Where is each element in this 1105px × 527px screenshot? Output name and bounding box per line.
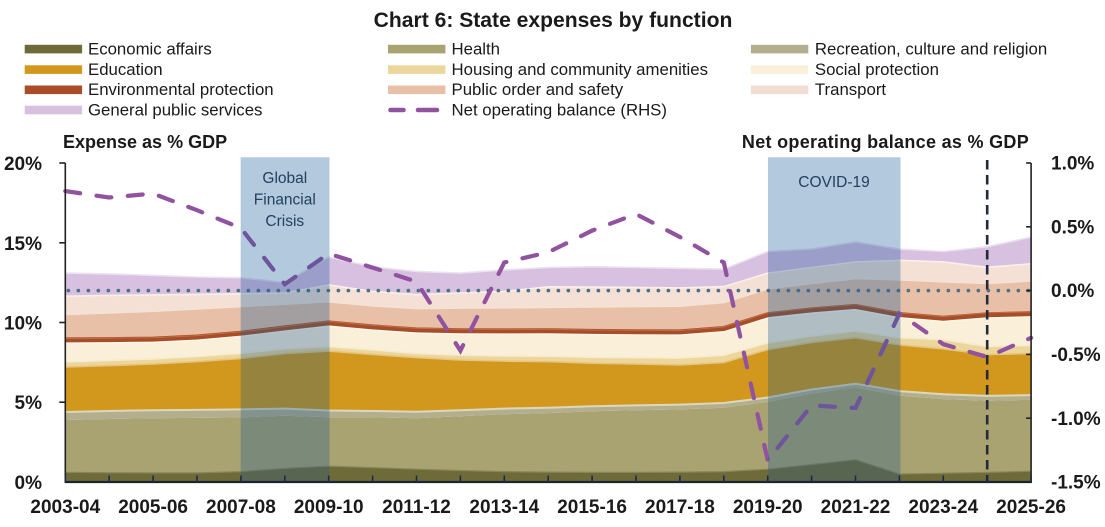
svg-text:2019-20: 2019-20 bbox=[733, 497, 803, 518]
svg-text:-1.5%: -1.5% bbox=[1051, 473, 1101, 494]
svg-text:Net operating balance as % GDP: Net operating balance as % GDP bbox=[742, 132, 1029, 152]
svg-text:Public order and safety: Public order and safety bbox=[452, 80, 624, 99]
svg-text:Financial: Financial bbox=[254, 192, 316, 209]
svg-text:Net operating balance (RHS): Net operating balance (RHS) bbox=[452, 100, 667, 119]
svg-text:0%: 0% bbox=[15, 473, 43, 494]
svg-text:5%: 5% bbox=[15, 393, 43, 414]
svg-text:Expense as % GDP: Expense as % GDP bbox=[63, 132, 227, 152]
svg-text:2005-06: 2005-06 bbox=[118, 497, 188, 518]
svg-text:Housing and community amenitie: Housing and community amenities bbox=[452, 60, 709, 79]
svg-text:10%: 10% bbox=[4, 314, 42, 335]
svg-text:2011-12: 2011-12 bbox=[382, 497, 451, 518]
svg-text:2021-22: 2021-22 bbox=[821, 497, 891, 518]
svg-text:2017-18: 2017-18 bbox=[645, 497, 715, 518]
svg-text:0.0%: 0.0% bbox=[1051, 281, 1094, 302]
svg-text:-0.5%: -0.5% bbox=[1051, 345, 1101, 366]
svg-text:2003-04: 2003-04 bbox=[30, 497, 100, 518]
svg-text:COVID-19: COVID-19 bbox=[798, 174, 870, 191]
svg-text:Environmental protection: Environmental protection bbox=[88, 80, 274, 99]
svg-text:Education: Education bbox=[88, 60, 163, 79]
svg-text:1.0%: 1.0% bbox=[1051, 154, 1094, 175]
svg-text:Social protection: Social protection bbox=[815, 60, 939, 79]
svg-text:Recreation, culture and religi: Recreation, culture and religion bbox=[815, 40, 1047, 59]
svg-text:Global: Global bbox=[262, 170, 307, 187]
svg-text:20%: 20% bbox=[4, 154, 42, 175]
svg-text:2013-14: 2013-14 bbox=[469, 497, 539, 518]
svg-text:15%: 15% bbox=[4, 234, 42, 255]
svg-text:2015-16: 2015-16 bbox=[557, 497, 627, 518]
svg-text:2009-10: 2009-10 bbox=[294, 497, 364, 518]
svg-text:2025-26: 2025-26 bbox=[996, 497, 1066, 518]
svg-text:Chart 6: State expenses by fun: Chart 6: State expenses by function bbox=[374, 9, 733, 32]
svg-text:-1.0%: -1.0% bbox=[1051, 409, 1101, 430]
svg-text:Crisis: Crisis bbox=[265, 213, 304, 230]
svg-text:Health: Health bbox=[452, 40, 501, 59]
svg-text:2007-08: 2007-08 bbox=[206, 497, 276, 518]
svg-text:Transport: Transport bbox=[815, 80, 887, 99]
svg-text:2023-24: 2023-24 bbox=[908, 497, 978, 518]
svg-text:General public services: General public services bbox=[88, 100, 262, 119]
svg-text:Economic affairs: Economic affairs bbox=[88, 40, 212, 59]
svg-text:0.5%: 0.5% bbox=[1051, 217, 1094, 238]
